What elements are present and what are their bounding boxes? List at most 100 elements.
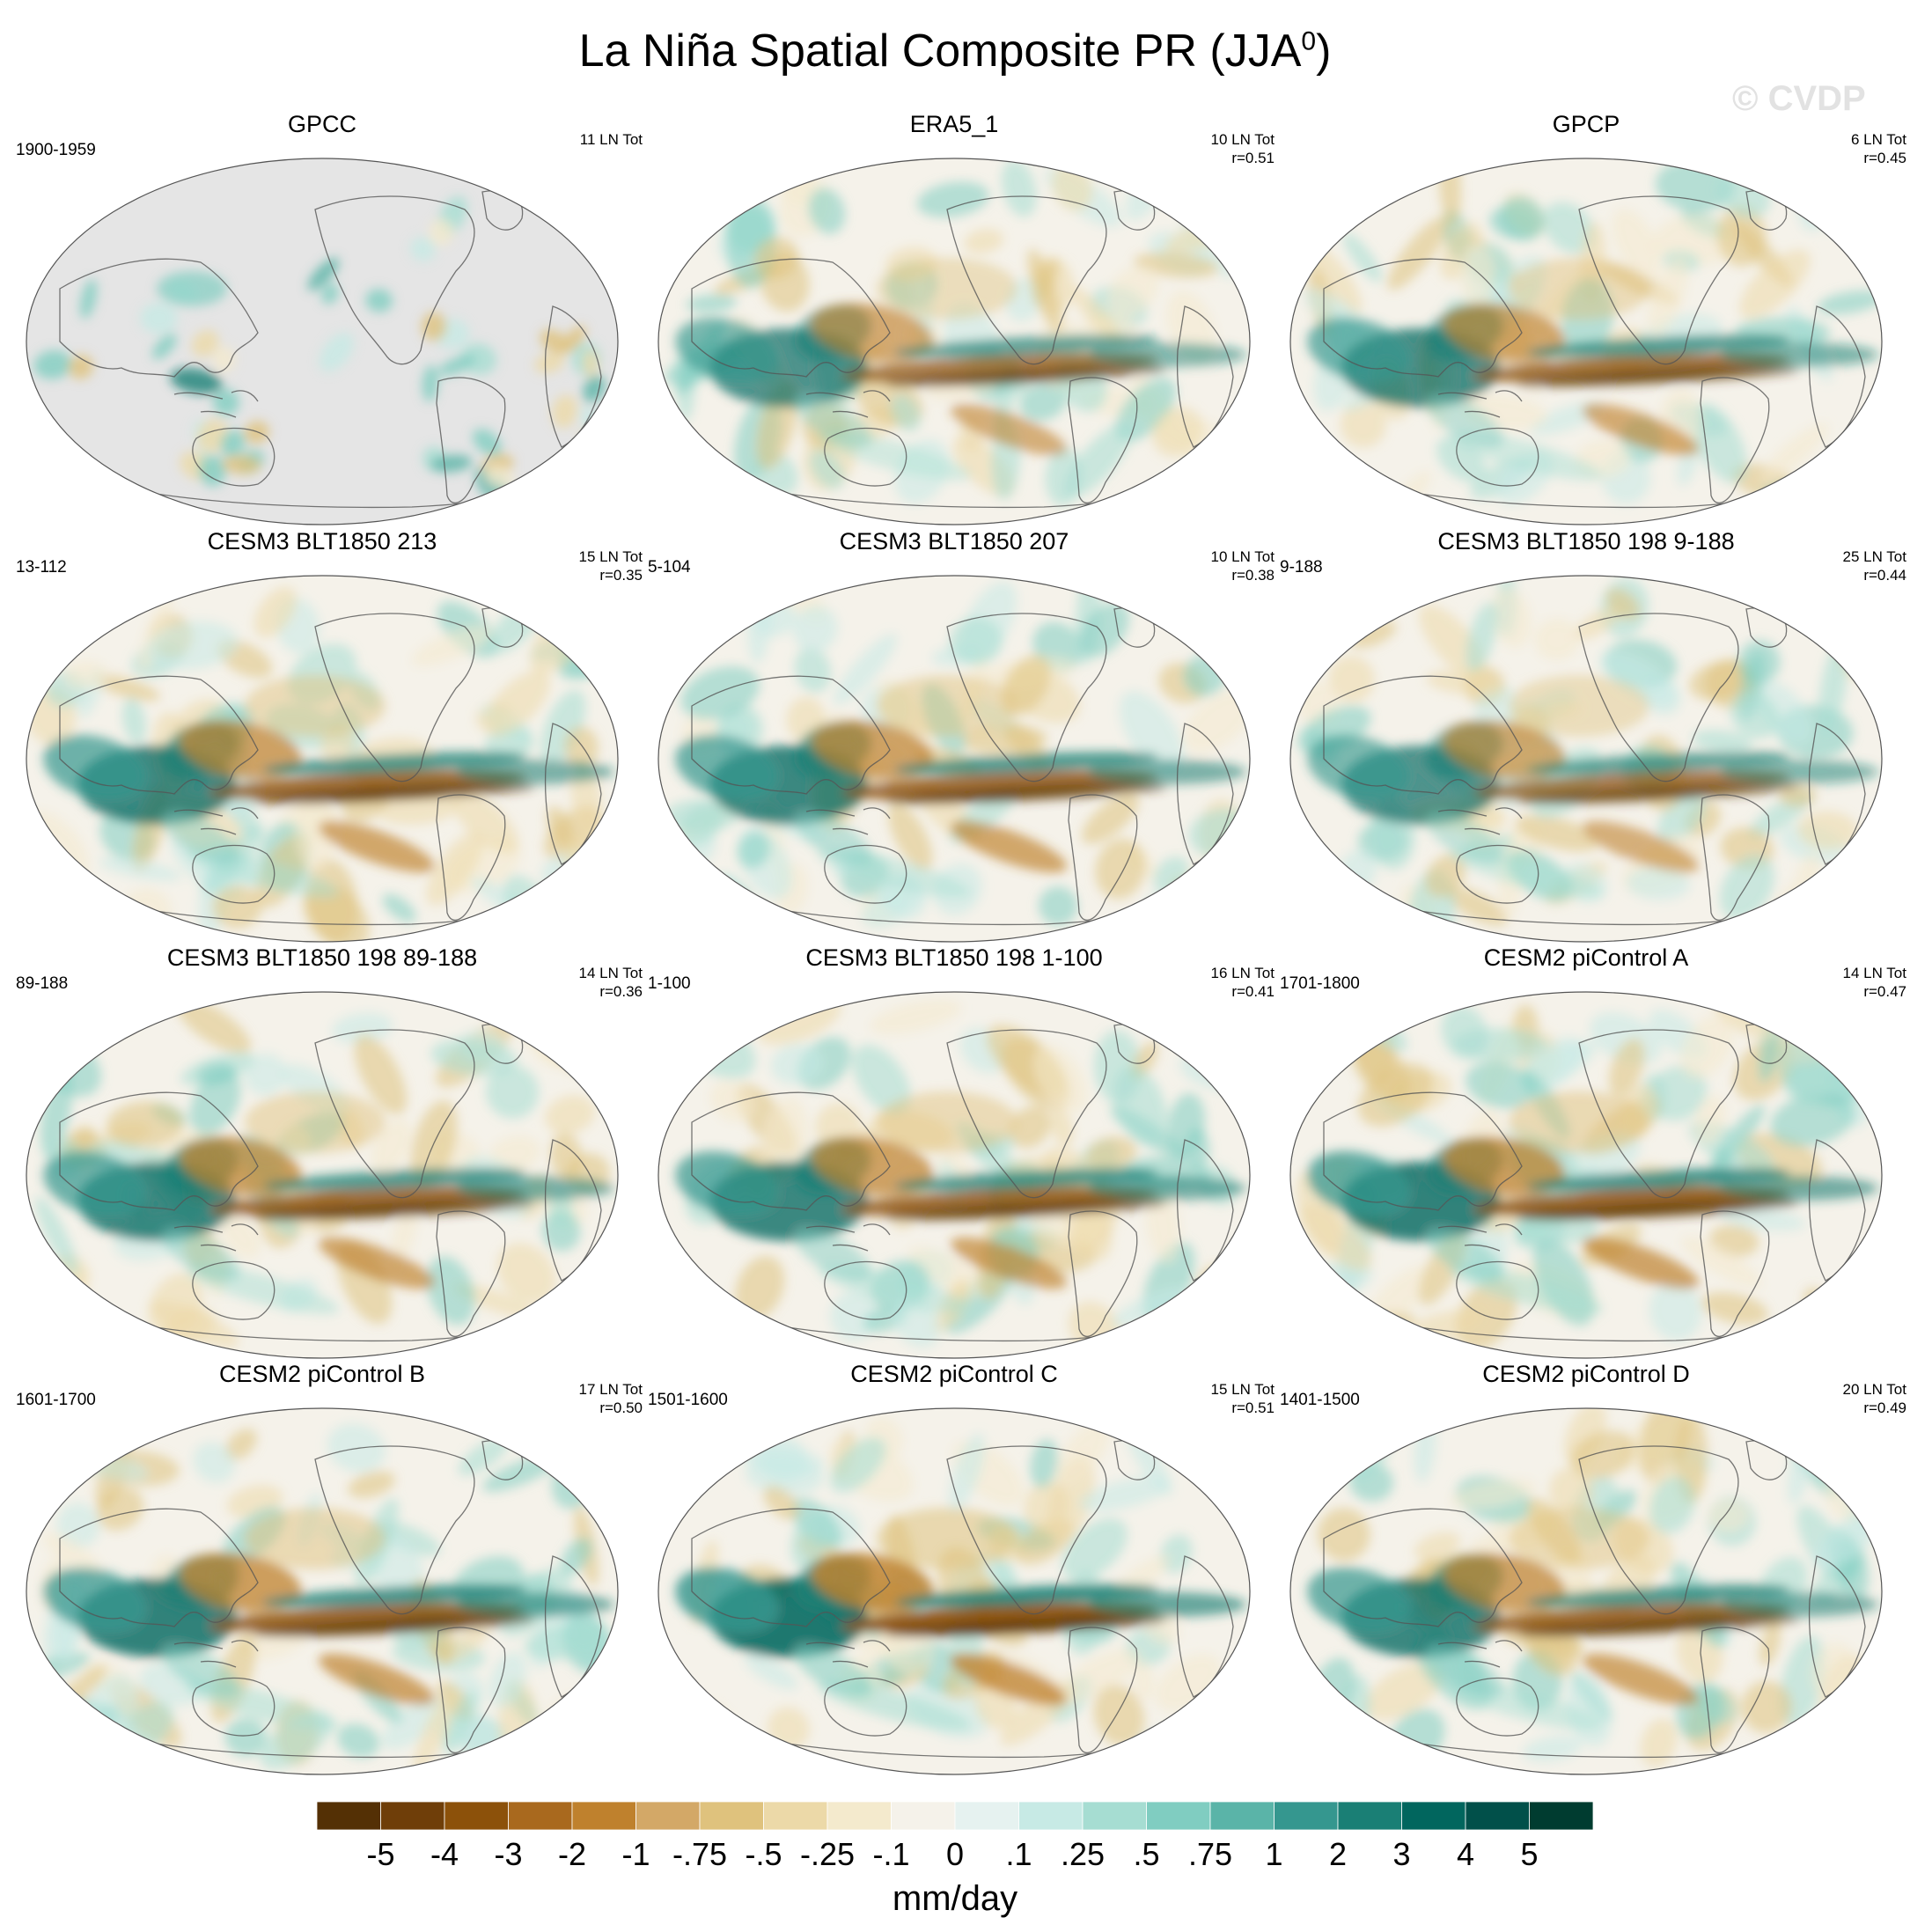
colorbar-tick-label: 5 xyxy=(1520,1836,1538,1872)
colorbar-tick-label: .1 xyxy=(1005,1836,1032,1872)
colorbar-tick-label: 1 xyxy=(1265,1836,1282,1872)
colorbar-tick-label: -.25 xyxy=(800,1836,855,1872)
event-count: 6 LN Tot xyxy=(1850,131,1906,148)
colorbar-box xyxy=(317,1802,381,1831)
panel-stats: 17 LN Tot r=0.50 xyxy=(579,1380,643,1417)
colorbar-tick-label: -5 xyxy=(366,1836,394,1872)
panel-title: CESM3 BLT1850 198 89-188 xyxy=(166,944,478,971)
panel-title: CESM2 piControl B xyxy=(218,1361,426,1387)
colorbar-box xyxy=(1018,1802,1084,1831)
map-7 xyxy=(657,991,1251,1359)
colorbar-unit-label: mm/day xyxy=(892,1879,1018,1918)
pattern-correlation: r=0.51 xyxy=(1231,1399,1275,1416)
map-6 xyxy=(26,991,619,1359)
map-panel: CESM3 BLT1850 213 13-112 15 LN Tot r=0.35 xyxy=(14,528,643,952)
map-4 xyxy=(657,575,1251,943)
colorbar: -5 -4 -3 -2 -1 -.75 -.5 -.25 -.1 0 .1 .25 .5 .75 1 2 3 4 5 xyxy=(317,1802,1593,1872)
colorbar-box xyxy=(763,1802,828,1831)
colorbar-box xyxy=(1209,1802,1275,1831)
colorbar-box xyxy=(380,1802,445,1831)
map-8 xyxy=(1289,991,1883,1359)
panel-period: 13-112 xyxy=(16,558,67,577)
panel-stats: 15 LN Tot r=0.51 xyxy=(1211,1380,1275,1417)
map-background xyxy=(26,158,618,525)
colorbar-box xyxy=(699,1802,764,1831)
pattern-correlation: r=0.49 xyxy=(1863,1399,1906,1416)
panel-title: GPCC xyxy=(287,111,356,137)
colorbar-box xyxy=(571,1802,636,1831)
event-count: 25 LN Tot xyxy=(1842,548,1906,565)
panel-period: 1-100 xyxy=(648,974,691,993)
map-panel: CESM2 piControl D 1401-1500 20 LN Tot r=0.4… xyxy=(1278,1361,1906,1785)
colorbar-box xyxy=(1337,1802,1402,1831)
panel-stats: 14 LN Tot r=0.47 xyxy=(1843,964,1906,1001)
panel-title: CESM3 BLT1850 198 9-188 xyxy=(1437,528,1735,555)
colorbar-tick-label: -1 xyxy=(621,1836,650,1872)
map-11 xyxy=(1289,1407,1883,1775)
event-count: 20 LN Tot xyxy=(1842,1381,1906,1398)
panel-period: 9-188 xyxy=(1280,558,1323,577)
event-count: 16 LN Tot xyxy=(1210,965,1275,981)
panel-period: 5-104 xyxy=(648,558,691,577)
pattern-correlation: r=0.50 xyxy=(599,1399,643,1416)
panel-stats: 6 LN Tot r=0.45 xyxy=(1851,130,1906,167)
pattern-correlation: r=0.47 xyxy=(1863,983,1906,1000)
colorbar-tick-label: -2 xyxy=(558,1836,586,1872)
panel-stats: 10 LN Tot r=0.51 xyxy=(1211,130,1275,167)
map-0 xyxy=(26,158,619,525)
figure-title: La Niña Spatial Composite PR (JJA0) xyxy=(578,26,1332,77)
colorbar-box xyxy=(1465,1802,1530,1831)
pattern-correlation: r=0.51 xyxy=(1231,150,1275,166)
event-count: 15 LN Tot xyxy=(578,548,643,565)
colorbar-tick-label: 2 xyxy=(1329,1836,1347,1872)
colorbar-tick-label: -4 xyxy=(430,1836,459,1872)
cvdp-watermark: © CVDP xyxy=(1732,79,1866,118)
colorbar-box xyxy=(891,1802,956,1831)
colorbar-box xyxy=(1401,1802,1466,1831)
panel-stats: 11 LN Tot xyxy=(580,130,643,149)
panel-period: 1900-1959 xyxy=(16,141,96,159)
colorbar-tick-label: 3 xyxy=(1392,1836,1410,1872)
event-count: 14 LN Tot xyxy=(578,965,643,981)
colorbar-tick-label: -.1 xyxy=(872,1836,909,1872)
colorbar-box xyxy=(508,1802,573,1831)
panel-title: CESM3 BLT1850 198 1-100 xyxy=(805,944,1103,971)
event-count: 15 LN Tot xyxy=(1210,1381,1275,1398)
pattern-correlation: r=0.45 xyxy=(1863,150,1906,166)
map-panel: CESM2 piControl B 1601-1700 17 LN Tot r=0.5… xyxy=(14,1361,643,1785)
pattern-correlation: r=0.44 xyxy=(1863,567,1906,584)
panel-stats: 20 LN Tot r=0.49 xyxy=(1843,1380,1906,1417)
pattern-correlation: r=0.35 xyxy=(599,567,643,584)
colorbar-box xyxy=(1146,1802,1211,1831)
map-panel: GPCP 6 LN Tot r=0.45 xyxy=(1278,111,1906,535)
panel-title: GPCP xyxy=(1552,111,1620,137)
event-count: 10 LN Tot xyxy=(1210,131,1275,148)
panel-period: 1701-1800 xyxy=(1280,974,1360,993)
panel-stats: 16 LN Tot r=0.41 xyxy=(1211,964,1275,1001)
map-9 xyxy=(26,1407,619,1775)
panel-stats: 25 LN Tot r=0.44 xyxy=(1843,547,1906,584)
panel-period: 89-188 xyxy=(16,974,69,993)
map-10 xyxy=(657,1407,1251,1775)
map-2 xyxy=(1289,158,1883,525)
colorbar-box xyxy=(444,1802,509,1831)
colorbar-tick-label: -3 xyxy=(494,1836,522,1872)
event-count: 14 LN Tot xyxy=(1842,965,1906,981)
pattern-correlation: r=0.36 xyxy=(599,983,643,1000)
colorbar-box xyxy=(1274,1802,1339,1831)
pattern-correlation: r=0.38 xyxy=(1231,567,1275,584)
panel-period: 1401-1500 xyxy=(1280,1391,1360,1409)
map-panel: GPCC 1900-1959 11 LN Tot xyxy=(14,111,643,535)
panel-period: 1601-1700 xyxy=(16,1391,96,1409)
panel-stats: 10 LN Tot r=0.38 xyxy=(1211,547,1275,584)
colorbar-tick-label: 0 xyxy=(946,1836,964,1872)
colorbar-tick-label: .25 xyxy=(1061,1836,1105,1872)
event-count: 17 LN Tot xyxy=(578,1381,643,1398)
map-panel: CESM3 BLT1850 198 89-188 89-188 14 LN Tot r… xyxy=(14,944,643,1369)
panel-title: CESM2 piControl D xyxy=(1482,1361,1690,1387)
panel-title: CESM2 piControl A xyxy=(1483,944,1689,971)
map-3 xyxy=(26,575,619,943)
map-panel: CESM3 BLT1850 198 1-100 1-100 16 LN Tot r=0… xyxy=(646,944,1275,1369)
colorbar-box xyxy=(826,1802,892,1831)
colorbar-tick-label: .5 xyxy=(1133,1836,1159,1872)
